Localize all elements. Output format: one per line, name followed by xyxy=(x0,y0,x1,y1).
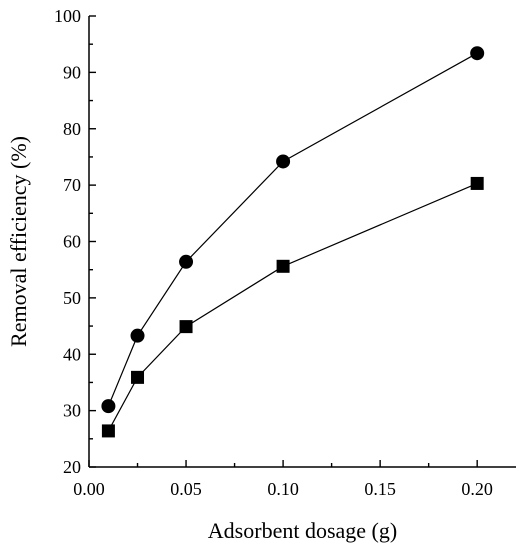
y-tick-label: 50 xyxy=(63,288,81,308)
y-tick-label: 80 xyxy=(63,119,81,139)
x-tick-label: 0.15 xyxy=(364,479,396,499)
x-axis-ticks: 0.00 0.05 0.10 0.15 0.20 xyxy=(73,460,493,499)
x-tick-label: 0.20 xyxy=(461,479,493,499)
x-tick-label: 0.10 xyxy=(267,479,299,499)
series-layer xyxy=(101,46,485,438)
series-circle xyxy=(101,46,485,414)
y-axis-ticks: 20 30 40 50 60 70 80 90 100 xyxy=(54,6,96,477)
y-tick-label: 90 xyxy=(63,62,81,82)
y-tick-label: 100 xyxy=(54,6,81,26)
axes xyxy=(88,16,516,468)
series-line xyxy=(107,52,478,407)
x-tick-label: 0.05 xyxy=(170,479,202,499)
data-point-square xyxy=(470,176,484,190)
data-point-square xyxy=(131,370,145,384)
y-tick-label: 60 xyxy=(63,232,81,252)
data-point-circle xyxy=(276,154,291,169)
data-point-circle xyxy=(470,46,485,61)
data-point-square xyxy=(179,320,193,334)
y-tick-label: 70 xyxy=(63,175,81,195)
y-tick-label: 20 xyxy=(63,457,81,477)
x-tick-label: 0.00 xyxy=(73,479,105,499)
x-axis-label: Adsorbent dosage (g) xyxy=(208,518,397,543)
data-point-circle xyxy=(130,328,145,343)
data-point-square xyxy=(276,259,290,273)
series-line xyxy=(107,182,478,432)
data-point-square xyxy=(101,424,115,438)
data-point-circle xyxy=(101,399,116,414)
y-tick-label: 40 xyxy=(63,344,81,364)
series-square xyxy=(101,176,484,438)
y-axis-label: Removal efficiency (%) xyxy=(6,136,31,347)
data-point-circle xyxy=(179,254,194,269)
y-tick-label: 30 xyxy=(63,401,81,421)
